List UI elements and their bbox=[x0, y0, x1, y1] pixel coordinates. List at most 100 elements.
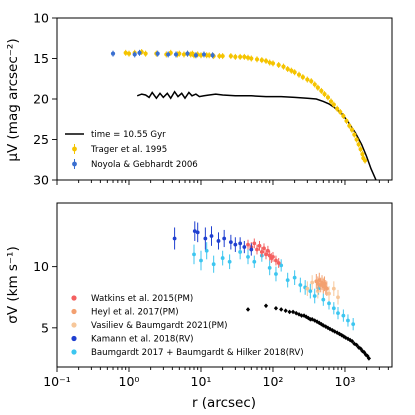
data-point bbox=[346, 318, 350, 323]
legend-label: time = 10.55 Gyr bbox=[91, 130, 166, 140]
model-diamond bbox=[325, 325, 331, 331]
trager-point bbox=[300, 75, 305, 80]
data-point bbox=[315, 281, 320, 286]
data-point bbox=[351, 322, 356, 327]
noyola-point bbox=[166, 52, 171, 57]
data-point bbox=[267, 265, 272, 270]
model-diamond bbox=[358, 346, 363, 351]
trager-point bbox=[354, 137, 359, 142]
trager-point bbox=[347, 123, 352, 128]
top-axes-frame bbox=[56, 17, 393, 181]
bottom-panel: 10⁻¹ 10⁰ 10¹ 10² 10³ 5 10 σV (km s⁻¹) Watkins… bbox=[5, 202, 393, 389]
data-point bbox=[252, 241, 257, 246]
data-point bbox=[327, 291, 331, 296]
data-point bbox=[252, 259, 257, 264]
data-point bbox=[192, 229, 197, 234]
legend-point-swatch bbox=[72, 146, 77, 152]
x-tick-label: 10⁻¹ bbox=[43, 374, 71, 389]
bottom-y-axis-label: σV (km s⁻¹) bbox=[5, 246, 21, 323]
data-point bbox=[238, 250, 243, 254]
model-diamond bbox=[337, 331, 342, 337]
legend-point-swatch bbox=[71, 295, 77, 301]
legend-label: Vasiliev & Baumgardt 2021(PM) bbox=[91, 321, 227, 331]
model-diamond bbox=[263, 303, 269, 309]
model-diamond bbox=[323, 324, 328, 329]
data-point bbox=[265, 248, 270, 253]
x-axis-label: r (arcsec) bbox=[192, 395, 256, 411]
trager-point bbox=[123, 50, 128, 55]
data-point bbox=[264, 252, 268, 257]
trager-point bbox=[358, 147, 363, 152]
bottom-x-ticks: 10⁻¹ 10⁰ 10¹ 10² 10³ bbox=[43, 367, 389, 389]
bottom-y-ticks: 5 10 bbox=[33, 259, 57, 335]
model-diamond bbox=[332, 329, 337, 334]
model-diamond bbox=[279, 307, 284, 312]
trager-point bbox=[285, 66, 290, 72]
data-point bbox=[292, 275, 297, 280]
trager-point bbox=[270, 61, 276, 66]
model-diamond bbox=[365, 353, 370, 359]
trager-point bbox=[267, 60, 272, 65]
data-point bbox=[336, 295, 340, 300]
data-point bbox=[246, 254, 250, 259]
model-diamond bbox=[330, 327, 335, 333]
data-point bbox=[195, 230, 200, 235]
trager-point bbox=[312, 82, 317, 87]
model-diamond bbox=[304, 314, 309, 320]
data-point bbox=[216, 239, 221, 243]
data-point bbox=[331, 286, 336, 291]
data-point bbox=[274, 258, 278, 263]
data-point bbox=[204, 248, 209, 253]
trager-point bbox=[207, 53, 212, 58]
legend-label: Heyl et al. 2017(PM) bbox=[91, 308, 179, 318]
trager-point bbox=[344, 118, 349, 123]
noyola-point bbox=[173, 52, 179, 57]
trager-point bbox=[289, 68, 294, 73]
model-diamond bbox=[301, 313, 307, 318]
y-tick-label: 10 bbox=[33, 11, 49, 26]
model-diamond bbox=[360, 348, 365, 354]
data-point bbox=[222, 236, 227, 241]
data-point bbox=[336, 311, 340, 316]
data-point bbox=[321, 297, 326, 302]
top-y-axis-label: μV (mag arcsec⁻²) bbox=[5, 38, 21, 161]
legend-point-swatch bbox=[71, 335, 77, 342]
data-point bbox=[257, 243, 262, 248]
noyola-point bbox=[193, 53, 199, 58]
data-point bbox=[310, 280, 315, 285]
legend-label: Kamann et al. 2018(RV) bbox=[91, 335, 193, 345]
trager-point bbox=[296, 72, 302, 77]
data-point bbox=[279, 263, 284, 268]
data-point bbox=[274, 272, 278, 276]
x-tick-label: 10¹ bbox=[191, 374, 212, 389]
noyola-point bbox=[201, 52, 207, 57]
top-plot-area bbox=[110, 49, 377, 180]
data-point bbox=[199, 258, 203, 263]
legend-point-swatch bbox=[72, 161, 77, 167]
trager-point bbox=[356, 142, 361, 147]
trager-point bbox=[276, 62, 281, 68]
legend-label: Watkins et al. 2015(PM) bbox=[91, 294, 193, 304]
model-diamond bbox=[299, 313, 304, 318]
data-point bbox=[246, 242, 250, 247]
top-panel: 10 15 20 25 30 μV (mag arcsec⁻²) time = 10.5… bbox=[5, 11, 393, 188]
model-diamond bbox=[319, 321, 324, 327]
trager-point bbox=[249, 56, 254, 61]
trager-point bbox=[315, 85, 320, 90]
noyola-point bbox=[137, 50, 142, 55]
data-point bbox=[211, 262, 216, 267]
data-point bbox=[249, 247, 254, 252]
top-legend: time = 10.55 Gyr Trager et al. 1995 Noyola… bbox=[65, 130, 198, 170]
legend-point-swatch bbox=[71, 322, 77, 328]
data-point bbox=[271, 254, 275, 259]
data-point bbox=[341, 313, 346, 318]
trager-point bbox=[263, 58, 269, 64]
trager-point bbox=[338, 109, 343, 115]
trager-point bbox=[309, 79, 314, 84]
top-y-ticks: 10 15 20 25 30 bbox=[33, 11, 57, 188]
trager-point bbox=[352, 132, 357, 137]
y-tick-label: 20 bbox=[33, 92, 49, 107]
data-point bbox=[305, 286, 310, 291]
data-point bbox=[209, 234, 214, 238]
